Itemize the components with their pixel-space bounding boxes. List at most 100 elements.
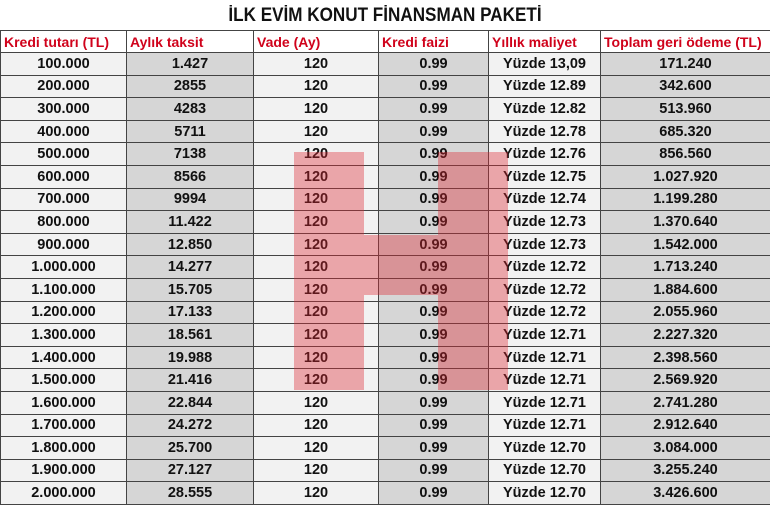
table-cell: 1.199.280 — [600, 187, 770, 212]
table-cell: 0.99 — [378, 232, 489, 257]
table-row: 1.700.000 24.272 120 0.99 Yüzde 12.71 2.912.6… — [0, 413, 770, 438]
table-cell: 120 — [253, 368, 379, 392]
column-header: Kredi tutarı (TL) — [0, 30, 127, 53]
table-cell: 685.320 — [600, 119, 770, 144]
table-cell: Yüzde 12.73 — [488, 232, 601, 257]
table-cell: 120 — [253, 345, 379, 370]
table-cell: Yüzde 12.71 — [488, 390, 601, 415]
table-row: 800.000 11.422 120 0.99 Yüzde 12.73 1.370.640 — [0, 210, 770, 234]
table-cell: 120 — [253, 255, 379, 279]
table-cell: 19.988 — [126, 345, 254, 370]
table-row: 500.000 7138 120 0.99 Yüzde 12.76 856.560 — [0, 142, 770, 166]
table-cell: 0.99 — [378, 97, 489, 121]
table-cell: 1.027.920 — [600, 164, 770, 189]
column-header: Yıllık maliyet — [488, 30, 601, 53]
table-cell: 120 — [253, 300, 379, 325]
table-row: 1.800.000 25.700 120 0.99 Yüzde 12.70 3.084.0… — [0, 436, 770, 460]
table-cell: 0.99 — [378, 481, 489, 505]
table-cell: 0.99 — [378, 52, 489, 76]
table-cell: Yüzde 12.72 — [488, 300, 601, 325]
table-cell: 11.422 — [126, 210, 254, 234]
table-cell: 120 — [253, 277, 379, 302]
table-cell: 600.000 — [0, 164, 127, 189]
table-cell: 900.000 — [0, 232, 127, 257]
table-cell: 17.133 — [126, 300, 254, 325]
table-cell: 120 — [253, 232, 379, 257]
table-cell: Yüzde 12.70 — [488, 481, 601, 505]
table-cell: 1.713.240 — [600, 255, 770, 279]
table-cell: 1.900.000 — [0, 458, 127, 483]
table-cell: 2855 — [126, 74, 254, 99]
table-cell: 120 — [253, 210, 379, 234]
table-cell: 1.400.000 — [0, 345, 127, 370]
table-cell: 0.99 — [378, 413, 489, 438]
table-cell: 1.000.000 — [0, 255, 127, 279]
table-cell: 120 — [253, 390, 379, 415]
table-cell: 100.000 — [0, 52, 127, 76]
table-cell: 120 — [253, 413, 379, 438]
table-row: 200.000 2855 120 0.99 Yüzde 12.89 342.600 — [0, 74, 770, 99]
table-cell: Yüzde 12.74 — [488, 187, 601, 212]
table-cell: 25.700 — [126, 436, 254, 460]
table-cell: 120 — [253, 142, 379, 166]
table-cell: 0.99 — [378, 323, 489, 347]
table-cell: 2.741.280 — [600, 390, 770, 415]
table-cell: 1.300.000 — [0, 323, 127, 347]
table-cell: 800.000 — [0, 210, 127, 234]
table-cell: 120 — [253, 323, 379, 347]
table-row: 1.600.000 22.844 120 0.99 Yüzde 12.71 2.741.2… — [0, 390, 770, 415]
table-row: 1.400.000 19.988 120 0.99 Yüzde 12.71 2.398.5… — [0, 345, 770, 370]
column-header: Toplam geri ödeme (TL) — [600, 30, 770, 53]
table-cell: 1.600.000 — [0, 390, 127, 415]
table-cell: 120 — [253, 52, 379, 76]
table-cell: 120 — [253, 164, 379, 189]
table-cell: Yüzde 12.73 — [488, 210, 601, 234]
table-cell: 27.127 — [126, 458, 254, 483]
table-cell: Yüzde 12.72 — [488, 277, 601, 302]
table-cell: 120 — [253, 481, 379, 505]
table-row: 900.000 12.850 120 0.99 Yüzde 12.73 1.542.000 — [0, 232, 770, 257]
table-row: 1.000.000 14.277 120 0.99 Yüzde 12.72 1.713.2… — [0, 255, 770, 279]
column-header: Vade (Ay) — [253, 30, 379, 53]
table-cell: 0.99 — [378, 300, 489, 325]
table-cell: 1.800.000 — [0, 436, 127, 460]
table-cell: 1.370.640 — [600, 210, 770, 234]
column-header: Kredi faizi — [378, 30, 489, 53]
table-cell: 700.000 — [0, 187, 127, 212]
table-cell: 3.255.240 — [600, 458, 770, 483]
table-cell: Yüzde 12.70 — [488, 458, 601, 483]
table-cell: 200.000 — [0, 74, 127, 99]
table-row: 1.200.000 17.133 120 0.99 Yüzde 12.72 2.055.9… — [0, 300, 770, 325]
table-cell: 2.569.920 — [600, 368, 770, 392]
table-cell: Yüzde 12.78 — [488, 119, 601, 144]
table-row: 100.000 1.427 120 0.99 Yüzde 13,09 171.240 — [0, 52, 770, 76]
table-cell: 171.240 — [600, 52, 770, 76]
table-cell: 9994 — [126, 187, 254, 212]
table-cell: 2.055.960 — [600, 300, 770, 325]
table-cell: 120 — [253, 119, 379, 144]
table-cell: 0.99 — [378, 210, 489, 234]
table-cell: 0.99 — [378, 142, 489, 166]
table-cell: 1.200.000 — [0, 300, 127, 325]
table-row: 1.900.000 27.127 120 0.99 Yüzde 12.70 3.255.2… — [0, 458, 770, 483]
table-cell: 1.500.000 — [0, 368, 127, 392]
table-cell: 24.272 — [126, 413, 254, 438]
table-cell: 0.99 — [378, 458, 489, 483]
table-cell: Yüzde 12.71 — [488, 413, 601, 438]
table-cell: 0.99 — [378, 345, 489, 370]
table-cell: Yüzde 12.76 — [488, 142, 601, 166]
table-cell: 2.227.320 — [600, 323, 770, 347]
table-cell: 0.99 — [378, 390, 489, 415]
table-cell: 14.277 — [126, 255, 254, 279]
table-cell: 1.884.600 — [600, 277, 770, 302]
table-cell: 7138 — [126, 142, 254, 166]
table-cell: 3.084.000 — [600, 436, 770, 460]
table-cell: 21.416 — [126, 368, 254, 392]
table-cell: Yüzde 12.71 — [488, 368, 601, 392]
table-cell: Yüzde 12.82 — [488, 97, 601, 121]
table-cell: Yüzde 12.72 — [488, 255, 601, 279]
table-cell: 3.426.600 — [600, 481, 770, 505]
table-row: 600.000 8566 120 0.99 Yüzde 12.75 1.027.920 — [0, 164, 770, 189]
table-cell: Yüzde 12.89 — [488, 74, 601, 99]
table-cell: 18.561 — [126, 323, 254, 347]
